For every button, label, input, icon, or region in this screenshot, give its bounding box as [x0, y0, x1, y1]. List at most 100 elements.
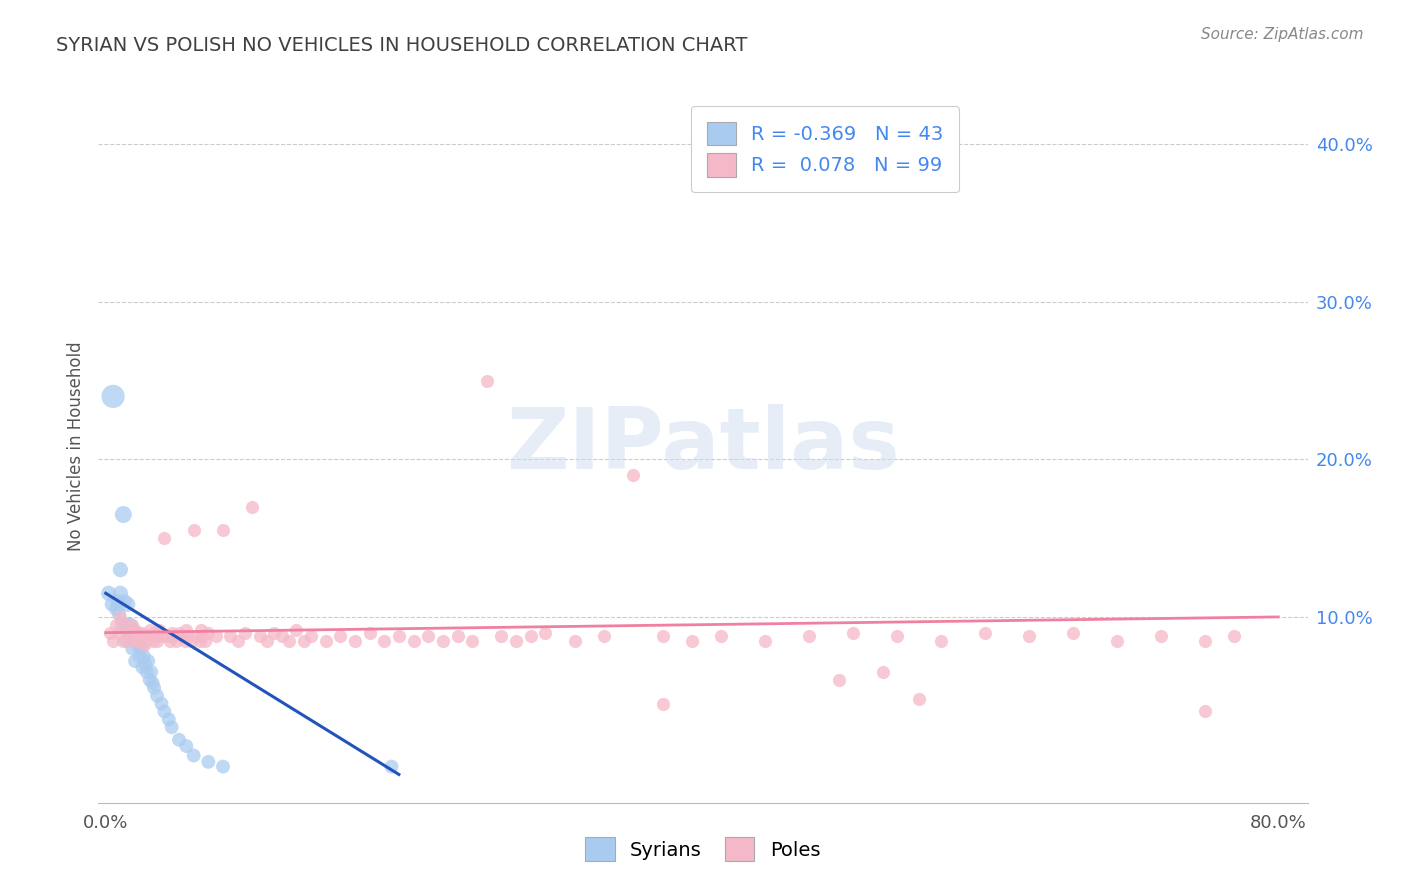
Point [233, 625, 256, 640]
Point [974, 625, 997, 640]
Point [176, 739, 198, 753]
Point [359, 625, 381, 640]
Point [278, 633, 301, 648]
Point [142, 676, 165, 690]
Point [461, 633, 484, 648]
Point [402, 633, 425, 648]
Point [135, 665, 157, 679]
Point [107, 594, 129, 608]
Point [270, 629, 292, 643]
Point [1105, 633, 1128, 648]
Point [146, 633, 169, 648]
Point [799, 629, 821, 643]
Point [114, 594, 136, 608]
Point [114, 617, 136, 632]
Point [373, 633, 395, 648]
Point [112, 508, 135, 522]
Point [128, 649, 150, 664]
Legend: R = -0.369   N = 43, R =  0.078   N = 99: R = -0.369 N = 43, R = 0.078 N = 99 [692, 106, 959, 193]
Point [249, 629, 271, 643]
Point [564, 633, 586, 648]
Point [710, 629, 733, 643]
Point [135, 633, 157, 648]
Point [122, 625, 145, 640]
Point [124, 654, 146, 668]
Point [388, 629, 411, 643]
Point [117, 617, 139, 632]
Point [194, 633, 217, 648]
Point [593, 629, 616, 643]
Point [197, 755, 219, 769]
Text: ZIPatlas: ZIPatlas [506, 404, 900, 488]
Point [97, 586, 120, 600]
Point [505, 633, 527, 648]
Point [886, 629, 908, 643]
Point [285, 623, 308, 637]
Point [122, 629, 145, 643]
Point [129, 629, 152, 643]
Point [115, 633, 138, 648]
Point [118, 625, 141, 640]
Point [108, 625, 131, 640]
Point [110, 610, 132, 624]
Point [520, 629, 543, 643]
Text: Source: ZipAtlas.com: Source: ZipAtlas.com [1201, 27, 1364, 42]
Point [1223, 629, 1246, 643]
Point [167, 625, 190, 640]
Point [153, 705, 176, 719]
Point [132, 649, 155, 664]
Point [118, 633, 141, 648]
Point [212, 523, 235, 537]
Point [174, 633, 197, 648]
Point [183, 748, 205, 763]
Point [121, 641, 143, 656]
Point [157, 712, 180, 726]
Point [98, 625, 121, 640]
Point [681, 633, 703, 648]
Point [872, 665, 894, 679]
Point [1194, 705, 1216, 719]
Point [145, 629, 167, 643]
Point [177, 629, 200, 643]
Point [1194, 633, 1216, 648]
Point [100, 597, 122, 611]
Point [292, 633, 315, 648]
Point [167, 732, 190, 747]
Point [128, 633, 150, 648]
Point [124, 623, 146, 637]
Point [204, 629, 226, 643]
Point [143, 625, 166, 640]
Point [101, 389, 124, 403]
Point [1062, 625, 1084, 640]
Point [621, 468, 644, 483]
Point [299, 629, 322, 643]
Point [127, 625, 149, 640]
Point [131, 660, 153, 674]
Point [146, 689, 169, 703]
Point [125, 633, 148, 648]
Point [343, 633, 366, 648]
Point [141, 665, 163, 679]
Point [132, 638, 155, 652]
Point [219, 629, 242, 643]
Point [150, 697, 173, 711]
Point [226, 633, 249, 648]
Point [150, 629, 173, 643]
Legend: Syrians, Poles: Syrians, Poles [578, 830, 828, 869]
Point [148, 623, 170, 637]
Point [170, 629, 193, 643]
Point [127, 638, 149, 652]
Point [329, 629, 352, 643]
Point [1018, 629, 1040, 643]
Point [908, 691, 931, 706]
Point [827, 673, 849, 687]
Point [134, 629, 156, 643]
Point [117, 597, 139, 611]
Point [263, 625, 285, 640]
Point [159, 633, 181, 648]
Point [160, 625, 183, 640]
Point [842, 625, 865, 640]
Point [754, 633, 776, 648]
Point [143, 681, 166, 695]
Point [153, 531, 176, 545]
